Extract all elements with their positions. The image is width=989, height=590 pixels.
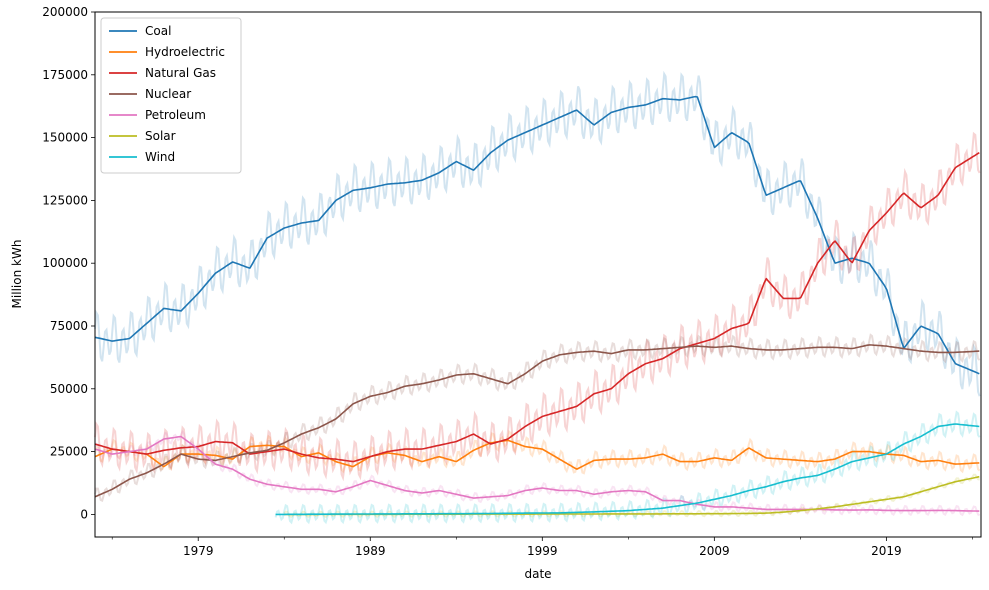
legend-box [100,17,242,174]
series-line-wind [275,423,980,516]
y-tick-label-200000: 200000 [42,5,88,19]
y-tick-label-75000: 75000 [50,319,88,333]
y-axis: 0 25000 50000 75000 100000 125000 150000 175000… [42,5,95,521]
y-tick-label-50000: 50000 [50,382,88,396]
smoothed-series-layer [94,95,980,516]
plot-frame [94,11,982,538]
x-tick-label-2019: 2019 [871,544,902,558]
series-line-coal [94,95,980,375]
y-tick-label-100000: 100000 [42,256,88,270]
legend-label-hydroelectric: Hydroelectric [145,45,225,59]
x-tick-label-1989: 1989 [355,544,386,558]
y-tick-label-125000: 125000 [42,193,88,207]
x-axis: 1979 1989 1999 2009 2019 [111,537,973,558]
legend-label-coal: Coal [145,24,171,38]
y-tick-label-0: 0 [80,507,88,521]
legend-label-nuclear: Nuclear [145,87,191,101]
x-tick-label-1999: 1999 [527,544,558,558]
series-line-hydroelectric [94,439,980,470]
x-tick-label-1979: 1979 [183,544,214,558]
series-line-natural-gas [94,152,980,463]
series-line-nuclear [94,344,980,498]
x-tick-label-2009: 2009 [699,544,730,558]
y-axis-label: Million kWh [10,240,24,309]
legend-label-natural-gas: Natural Gas [145,66,216,80]
x-axis-label: date [524,567,551,581]
series-raw-coal [94,70,981,397]
legend-label-solar: Solar [145,129,176,143]
legend: Coal Hydroelectric Natural Gas Nuclear Petro… [100,17,242,174]
y-tick-label-25000: 25000 [50,445,88,459]
y-tick-label-175000: 175000 [42,68,88,82]
legend-label-petroleum: Petroleum [145,108,206,122]
y-tick-label-150000: 150000 [42,131,88,145]
legend-label-wind: Wind [145,150,175,164]
series-line-petroleum [94,435,980,512]
